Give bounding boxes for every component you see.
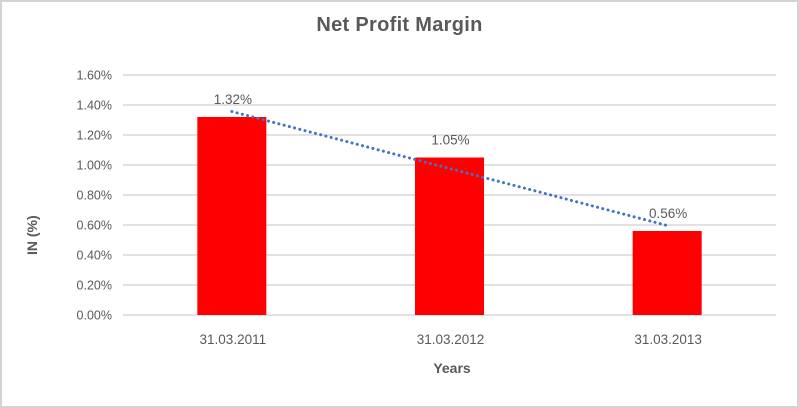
x-tick-label: 31.03.2012 (417, 332, 485, 347)
y-tick-label: 0.60% (77, 219, 112, 233)
data-label: 1.05% (431, 133, 469, 148)
bar-31.03.2012[interactable] (415, 157, 484, 316)
data-label: 0.56% (649, 206, 687, 221)
bar-31.03.2013[interactable] (632, 231, 702, 315)
trendline[interactable] (230, 110, 669, 227)
x-tick-label: 31.03.2013 (634, 332, 702, 347)
bar-31.03.2011[interactable] (197, 117, 267, 315)
y-tick-label: 1.60% (77, 69, 112, 83)
y-tick-label: 0.40% (77, 249, 112, 263)
y-tick-label: 1.40% (77, 99, 112, 113)
x-axis-title: Years (433, 360, 471, 376)
data-label: 1.32% (214, 92, 252, 107)
x-tick-label: 31.03.2011 (200, 332, 267, 347)
y-tick-label: 0.20% (77, 279, 112, 293)
y-tick-label: 0.80% (77, 189, 112, 203)
chart-title: Net Profit Margin (316, 14, 483, 36)
y-tick-label: 0.00% (77, 309, 112, 323)
y-tick-label: 1.00% (77, 159, 112, 173)
y-tick-label: 1.20% (77, 129, 112, 143)
